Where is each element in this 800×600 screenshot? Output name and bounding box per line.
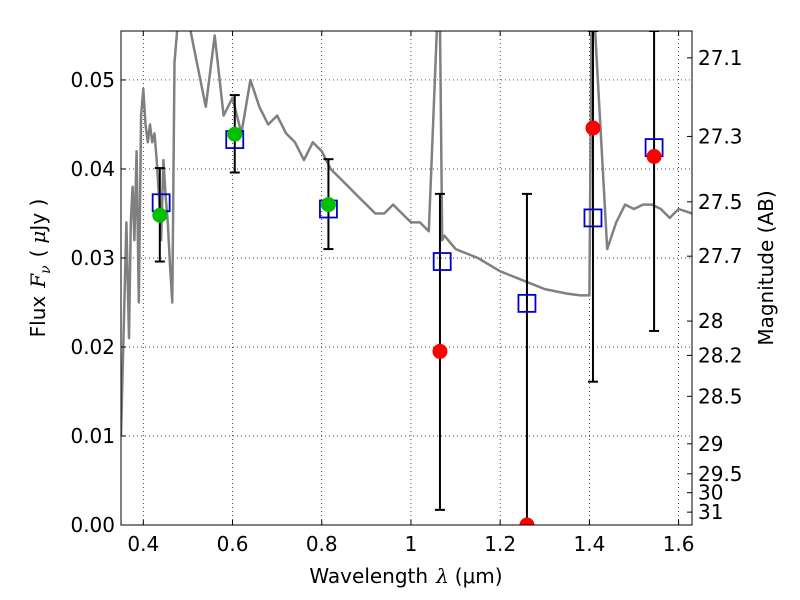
magnitude-tick-label: 29 <box>698 432 723 456</box>
magnitude-tick-label: 29.5 <box>698 462 743 486</box>
magnitude-tick-label: 27.1 <box>698 46 743 70</box>
y-tick-label: 0.02 <box>70 335 115 359</box>
model-flux-square-4 <box>517 293 537 313</box>
y-tick-label: 0.00 <box>70 513 115 537</box>
y-tick-label: 0.04 <box>70 157 115 181</box>
magnitude-tick-label: 27.3 <box>698 124 743 148</box>
magnitude-tick-label: 28 <box>698 309 723 333</box>
x-tick-label: 1 <box>405 532 418 556</box>
magnitude-tick-label: 31 <box>698 500 723 524</box>
y-tick-label: 0.03 <box>70 246 115 270</box>
observed-point-band-1.41 <box>585 120 601 136</box>
axis-ticks: 0.4 0.6 0.8 1 1.2 1.4 1.6 0.00 0.01 0.02 0.03 0.04 0… <box>70 31 743 556</box>
observed-points-group <box>152 120 662 525</box>
model-flux-square-5 <box>583 208 603 228</box>
model-spectrum-group <box>121 31 692 437</box>
magnitude-axis-label: Magnitude (AB) <box>754 190 778 345</box>
x-tick-label: 0.6 <box>217 532 249 556</box>
magnitude-tick-label: 28.2 <box>698 343 743 367</box>
y-tick-label: 0.01 <box>70 424 115 448</box>
x-tick-label: 1.4 <box>573 532 605 556</box>
x-tick-label: 0.8 <box>306 532 338 556</box>
magnitude-tick-label: 27.7 <box>698 244 743 268</box>
x-axis-label: Wavelength λ (μm) <box>309 564 502 588</box>
observed-point-band-0.44 <box>152 207 168 223</box>
observed-point-band-1.26 <box>519 517 535 525</box>
observed-point-band-0.81 <box>320 197 336 213</box>
y-tick-label: 0.05 <box>70 68 115 92</box>
model-spectrum-line <box>121 31 692 437</box>
x-tick-label: 1.2 <box>484 532 516 556</box>
model-flux-square-3 <box>432 252 452 271</box>
observed-point-band-0.60 <box>227 126 243 142</box>
errorbars-group <box>154 31 660 525</box>
observed-point-band-1.54 <box>646 149 662 165</box>
x-tick-label: 0.4 <box>127 532 159 556</box>
magnitude-tick-label: 30 <box>698 481 723 505</box>
magnitude-tick-label: 28.5 <box>698 384 743 408</box>
magnitude-tick-label: 27.5 <box>698 190 743 214</box>
x-tick-label: 1.6 <box>663 532 695 556</box>
observed-point-band-1.06 <box>432 343 448 359</box>
plot-frame <box>120 30 693 526</box>
y-axis-label: FluxFν(μJy ) <box>26 199 54 338</box>
